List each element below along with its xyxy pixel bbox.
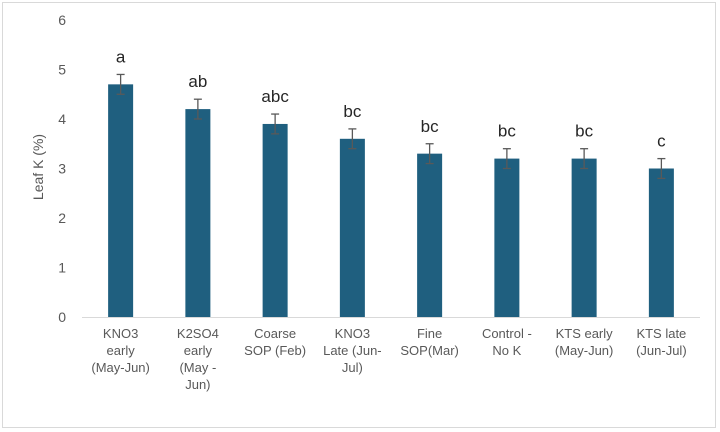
y-tick-label: 3 bbox=[58, 161, 66, 177]
y-axis-title: Leaf K (%) bbox=[30, 134, 46, 200]
category-label: Coarse SOP (Feb) bbox=[244, 326, 306, 358]
bar bbox=[108, 84, 134, 317]
bar bbox=[339, 138, 365, 317]
error-bar bbox=[580, 148, 589, 170]
y-tick-label: 5 bbox=[58, 62, 66, 78]
category-label: KNO3 early (May-Jun) bbox=[91, 326, 150, 375]
y-tick-labels: 0 1 2 3 4 5 6 bbox=[58, 12, 66, 325]
error-bar bbox=[193, 98, 202, 120]
bar bbox=[494, 158, 520, 317]
significance-label: bc bbox=[421, 117, 439, 136]
category-label: KNO3 Late (Jun-Jul) bbox=[323, 326, 382, 375]
error-bar bbox=[271, 113, 280, 135]
category-label: Control -No K bbox=[482, 326, 532, 358]
bar bbox=[417, 153, 443, 317]
y-tick-label: 0 bbox=[58, 309, 66, 325]
error-bar bbox=[657, 157, 666, 180]
bar bbox=[571, 158, 597, 317]
significance-label: a bbox=[116, 47, 126, 66]
y-tick-label: 2 bbox=[58, 210, 66, 226]
error-bar bbox=[116, 73, 125, 95]
error-bar bbox=[348, 128, 357, 150]
bar bbox=[262, 123, 288, 317]
significance-label: abc bbox=[261, 87, 289, 106]
y-tick-label: 1 bbox=[58, 260, 66, 276]
significance-label: bc bbox=[498, 122, 516, 141]
error-bar bbox=[502, 148, 511, 170]
significance-label: bc bbox=[343, 102, 361, 121]
category-label: KTS late (Jun-Jul) bbox=[636, 326, 687, 358]
error-bar bbox=[425, 143, 434, 165]
significance-label: ab bbox=[188, 72, 207, 91]
category-label: KTS early (May-Jun) bbox=[555, 326, 614, 358]
bar bbox=[648, 168, 674, 317]
category-labels: KNO3 early (May-Jun) K2SO4 early (May -Jun) Co… bbox=[91, 326, 686, 392]
bars bbox=[108, 84, 674, 317]
significance-label: c bbox=[657, 132, 666, 151]
error-bars bbox=[116, 73, 666, 180]
significance-labels: a ab abc bc bc bc bc c bbox=[116, 47, 666, 150]
category-label: Fine SOP(Mar) bbox=[400, 326, 459, 358]
bar bbox=[185, 109, 211, 317]
significance-label: bc bbox=[575, 122, 593, 141]
y-tick-label: 4 bbox=[58, 111, 66, 127]
y-axis-title-group: Leaf K (%) bbox=[30, 134, 46, 200]
y-tick-label: 6 bbox=[58, 12, 66, 28]
category-label: K2SO4 early (May -Jun) bbox=[177, 326, 219, 392]
